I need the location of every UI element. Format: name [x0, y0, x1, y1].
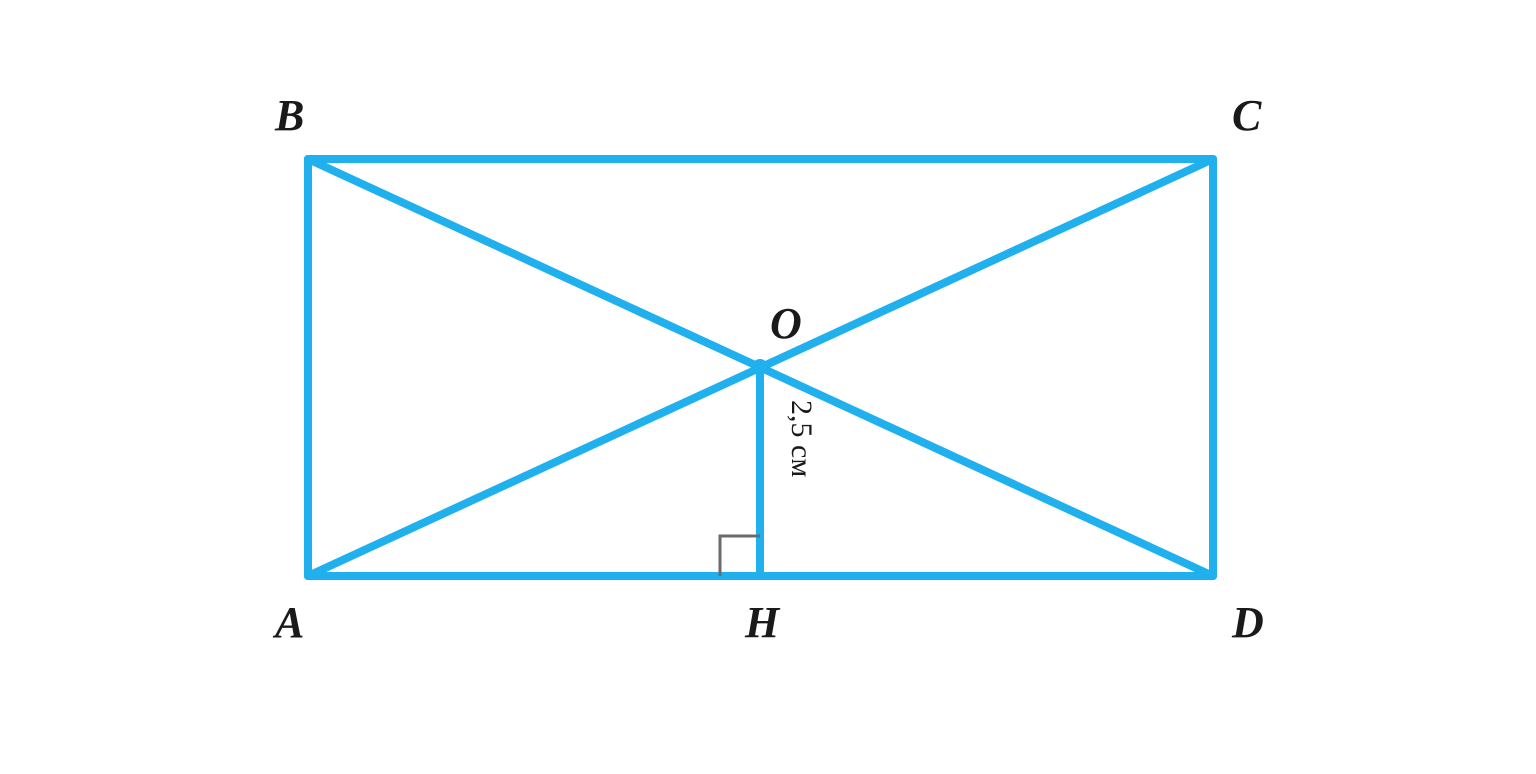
right-angle-marker: [720, 536, 760, 576]
geometry-diagram: A B C D O H 2,5 см: [0, 0, 1536, 774]
label-A: A: [272, 598, 304, 647]
label-C: C: [1232, 91, 1262, 140]
label-B: B: [274, 91, 304, 140]
label-D: D: [1231, 598, 1264, 647]
measure-label-OH: 2,5 см: [785, 400, 818, 477]
label-H: H: [744, 598, 781, 647]
point-marker-O: [752, 359, 768, 375]
label-O: O: [770, 299, 802, 348]
